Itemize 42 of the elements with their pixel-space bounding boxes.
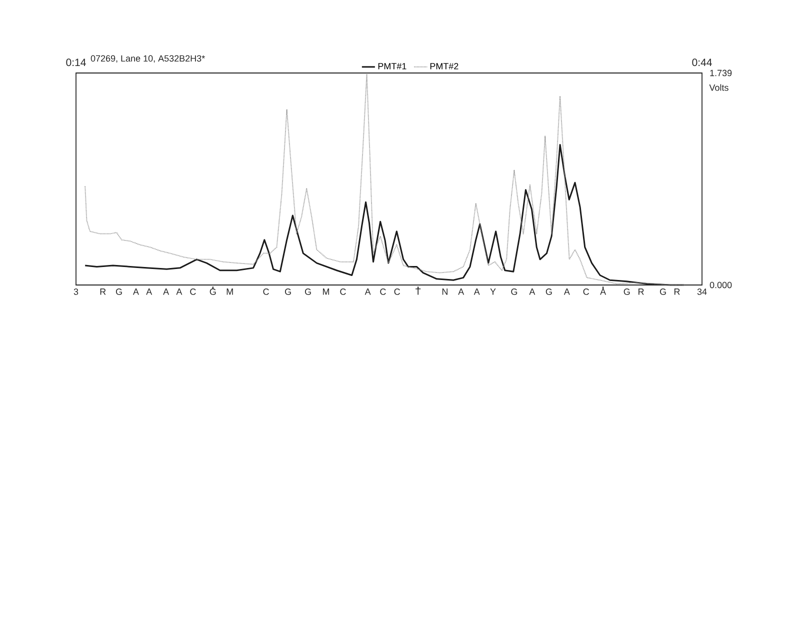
x-tick-label: R [674,288,680,295]
x-tick-label: A [600,288,606,295]
x2-tick-label: 0:14 [66,58,86,66]
x-tick-label: A [529,288,536,295]
x-tick-label: R [638,288,644,295]
x-tick-label: G [546,288,552,295]
x-tick-label: M [322,288,330,295]
x-tick-label: R [100,288,106,295]
x-tick-label: C [380,288,386,295]
x-tick-label: 3 [74,288,78,295]
x-tick-label: G [116,288,122,295]
y-axis-title: Volts [709,84,728,91]
chart-title: 07269, Lane 10, A532B2H3* [90,55,205,63]
legend-label: PMT#1 [378,63,406,70]
x-tick-label: A [163,288,170,295]
y-tick-label: 0.000 [710,282,732,288]
x-tick-label: G [284,288,291,295]
x-tick-label: Y [490,288,496,295]
x-tick-label: C [263,288,269,295]
x-tick-label: C [583,288,589,295]
x-tick-label: A [564,288,570,295]
x-tick-label: G [624,288,630,295]
x-tick-label: A [146,288,152,295]
x-tick-label: C [190,288,196,295]
x-tick-label: G [210,288,216,295]
x-tick-label: A [458,288,464,295]
x2-tick-label: 0:44 [692,58,712,66]
legend-label: PMT#2 [430,63,458,70]
x-tick-label: G [511,288,518,295]
x-tick-label: 34 [697,288,707,295]
x-tick-label: C [340,288,346,295]
x-tick-label: C [394,288,400,295]
x-tick-label: N [442,288,448,295]
x-tick-label: A [176,288,182,295]
x-tick-label: A [364,288,371,295]
x-tick-label: A [474,288,480,295]
x-tick-label: G [304,288,311,295]
x-tick-label: M [226,288,233,295]
x-tick-label: A [132,288,139,295]
x-tick-label: T [416,288,421,295]
y-tick-label: 1.739 [710,70,732,76]
x-tick-label: G [660,288,666,295]
